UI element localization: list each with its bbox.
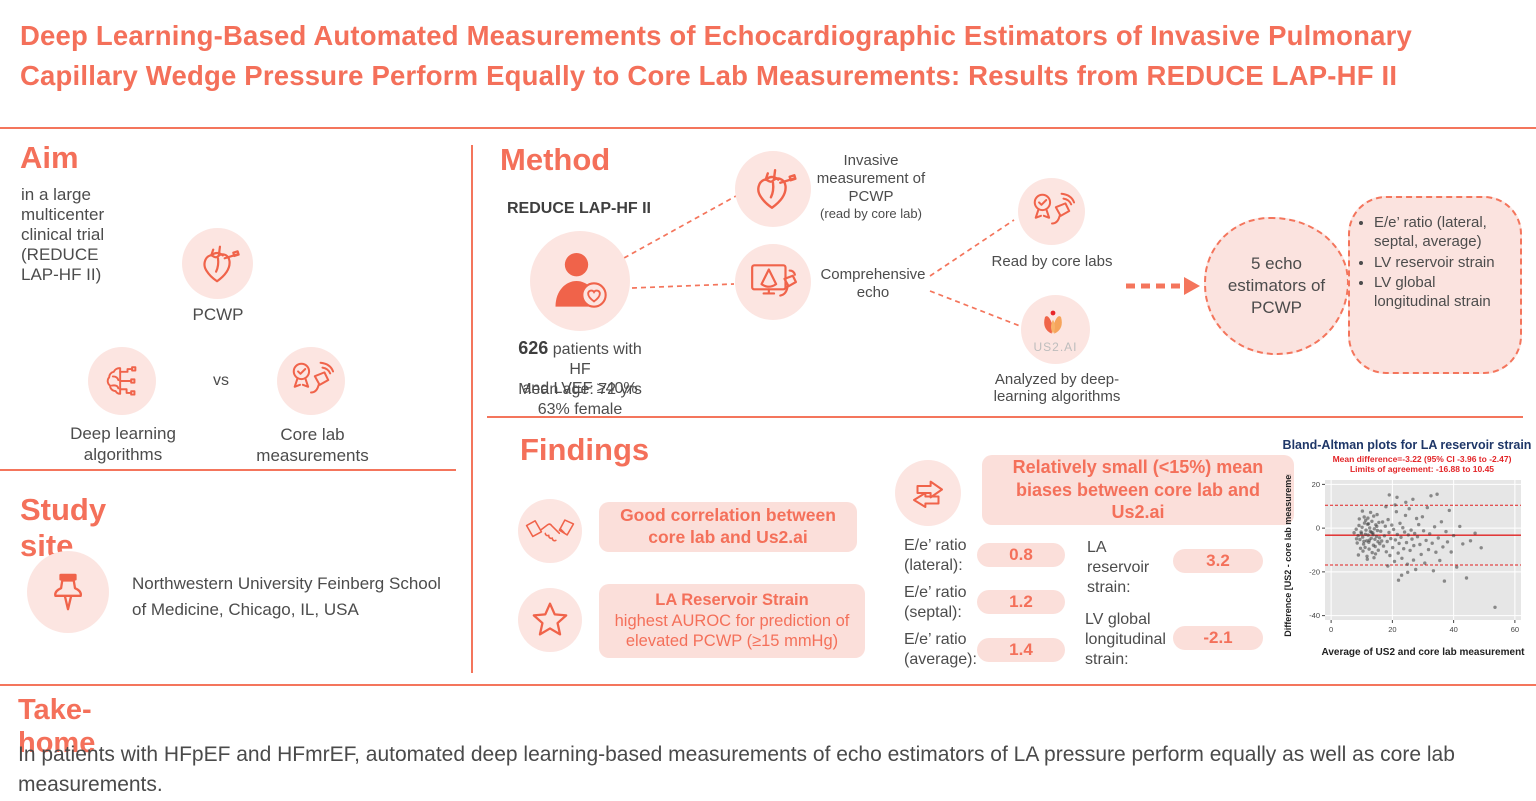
patients-lvef: and LVEF ≥40% <box>522 379 638 397</box>
deep-learning-circle <box>88 347 156 415</box>
echo-label: Comprehensive echo <box>820 266 926 301</box>
poster-title: Deep Learning-Based Automated Measuremen… <box>20 20 1412 91</box>
vs-label: vs <box>213 372 229 389</box>
take-home-text: In patients with HFpEF and HFmrEF, autom… <box>18 743 1455 797</box>
aim-study-divider <box>0 469 456 471</box>
us2ai-logo-icon <box>1044 310 1063 334</box>
svg-text:0: 0 <box>1316 524 1320 533</box>
estimator-bullet: LV reservoir strain <box>1374 254 1510 273</box>
bias-label-average: E/e’ ratio (average): <box>904 631 977 668</box>
exchange-arrows-icon <box>912 480 944 509</box>
method-findings-divider <box>487 416 1523 418</box>
bland-altman-chart: Bland-Altman plots for LA reservoir stra… <box>1281 438 1533 676</box>
handshake-icon <box>525 519 575 542</box>
reservoir-strain-title: LA Reservoir Strain <box>655 591 809 610</box>
invasive-sublabel: (read by core lab) <box>820 206 922 221</box>
bias-label-septal: E/e’ ratio (septal): <box>904 584 967 621</box>
estimator-bullet: E/e’ ratio (lateral, septal, average) <box>1374 214 1510 252</box>
read-core-labs-circle <box>1018 178 1085 245</box>
bias-value-average: 1.4 <box>977 638 1065 662</box>
estimator-bullet: LV global longitudinal strain <box>1374 274 1510 312</box>
svg-text:0: 0 <box>1329 625 1333 634</box>
bias-label-lateral: E/e’ ratio (lateral): <box>904 537 967 574</box>
study-site-location: Northwestern University Feinberg School … <box>132 574 441 619</box>
study-site-heading: Study site <box>20 492 107 563</box>
title-divider <box>0 127 1536 129</box>
study-site-circle <box>27 551 109 633</box>
correlation-box: Good correlation between core lab and Us… <box>599 502 857 552</box>
bias-value-lateral: 0.8 <box>977 543 1065 567</box>
us2ai-circle: US2.AI <box>1021 295 1090 364</box>
patient-circle <box>530 231 630 331</box>
echo-circle <box>735 244 811 320</box>
star-circle <box>518 588 582 652</box>
aim-heading: Aim <box>20 140 79 175</box>
pin-icon <box>54 573 83 611</box>
chart-plot-area: 20 0 -20 -40 0 20 40 60 Difference [US2 - core l… <box>1281 474 1533 658</box>
brain-circuit-icon <box>106 366 137 396</box>
invasive-label: Invasive measurement of PCWP <box>816 152 926 205</box>
monitor-echo-icon <box>751 264 798 297</box>
exchange-circle <box>895 460 961 526</box>
award-probe-icon <box>292 361 334 394</box>
reservoir-strain-text: highest AUROC for prediction of elevated… <box>614 611 850 651</box>
deep-learning-label: Deep learning algorithms <box>70 424 176 465</box>
patient-icon <box>555 253 607 308</box>
bias-label-lv-gls: LV global longitudinal strain: <box>1085 611 1166 668</box>
mean-age: Mean age: 72 yrs <box>518 381 642 398</box>
chart-title: Bland-Altman plots for LA reservoir stra… <box>1282 438 1532 452</box>
reservoir-strain-box: LA Reservoir Strain highest AUROC for pr… <box>599 584 865 658</box>
svg-text:-40: -40 <box>1309 612 1320 621</box>
bias-value-septal: 1.2 <box>977 590 1065 614</box>
female-percent: 63% female <box>537 401 623 418</box>
take-home-heading: Take-home <box>18 694 96 759</box>
patients-count: 626 patients with HF and LVEF ≥40% <box>510 338 650 398</box>
estimators-bullet-box: E/e’ ratio (lateral, septal, average) LV… <box>1348 196 1522 374</box>
heart-catheter-icon <box>757 169 797 209</box>
svg-text:20: 20 <box>1388 625 1396 634</box>
bias-value-lv-gls: -2.1 <box>1173 626 1263 650</box>
svg-text:-20: -20 <box>1309 568 1320 577</box>
chart-annotation: Mean difference=-3.22 (95% CI -3.96 to -… <box>1281 454 1533 474</box>
svg-text:Difference [US2 - core lab mea: Difference [US2 - core lab measurement] <box>1283 474 1293 637</box>
patients-text: patients with HF <box>548 341 642 378</box>
pcwp-circle <box>182 228 253 299</box>
aim-subtitle: in a large multicenter clinical trial (R… <box>21 185 105 284</box>
invasive-circle <box>735 151 811 227</box>
us2ai-logo-text: US2.AI <box>1033 339 1078 354</box>
bias-value-la-reservoir: 3.2 <box>1173 549 1263 573</box>
heart-catheter-icon <box>202 245 240 282</box>
core-lab-label: Core lab measurements <box>256 425 369 466</box>
handshake-circle <box>518 499 582 563</box>
trial-name: REDUCE LAP-HF II <box>507 200 651 217</box>
method-heading: Method <box>500 142 611 177</box>
arrow-head-icon <box>1184 277 1200 295</box>
svg-text:40: 40 <box>1449 625 1457 634</box>
column-divider <box>471 145 473 673</box>
findings-heading: Findings <box>520 432 650 467</box>
bias-label-la-reservoir: LA reservoir strain: <box>1087 539 1150 596</box>
read-core-labs-label: Read by core labs <box>991 253 1113 270</box>
patients-number: 626 <box>518 338 549 358</box>
takehome-divider <box>0 684 1536 686</box>
svg-text:20: 20 <box>1312 480 1320 489</box>
patient-demographics: Mean age: 72 yrs 63% female <box>510 380 650 420</box>
core-lab-circle <box>277 347 345 415</box>
award-probe-icon <box>1033 192 1075 225</box>
chart-annotation-line2: Limits of agreement: -16.88 to 10.45 <box>1349 464 1495 475</box>
star-icon <box>532 602 568 636</box>
chart-annotation-line1: Mean difference=-3.22 (95% CI -3.96 to -… <box>1332 454 1512 464</box>
svg-text:Average of US2 and core lab me: Average of US2 and core lab measurement <box>1321 647 1525 658</box>
pcwp-label: PCWP <box>192 305 244 324</box>
biases-heading-box: Relatively small (<15%) mean biases betw… <box>982 455 1294 525</box>
echo-estimators-blob: 5 echo estimators of PCWP <box>1204 217 1349 355</box>
us2ai-label: Analyzed by deep-learning algorithms <box>993 371 1121 406</box>
svg-text:60: 60 <box>1511 625 1519 634</box>
